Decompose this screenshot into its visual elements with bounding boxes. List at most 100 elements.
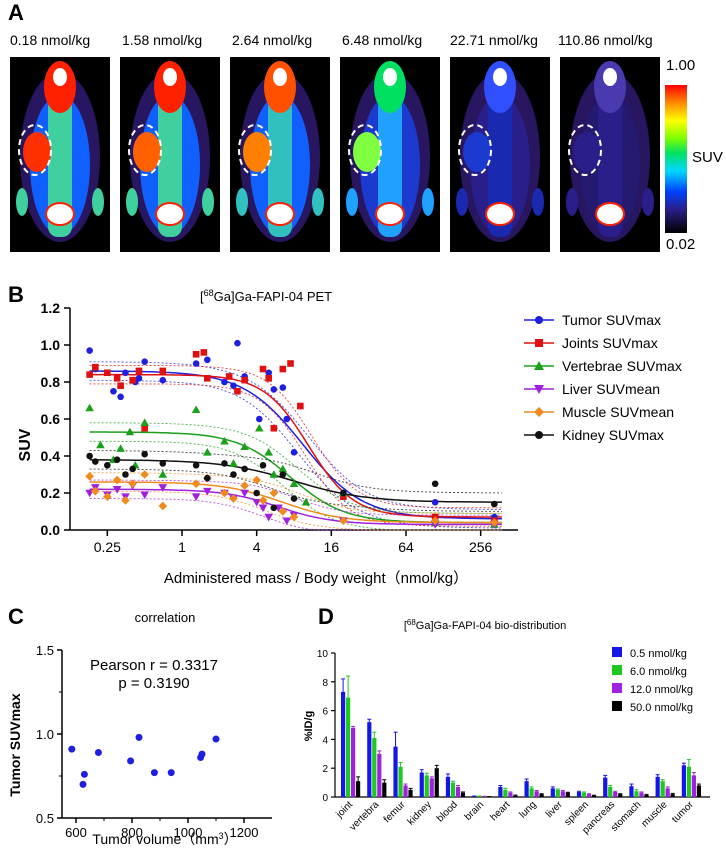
y-tick-label: 0: [322, 793, 328, 804]
data-point: [490, 518, 499, 527]
data-point: [117, 382, 124, 389]
bar: [603, 777, 608, 797]
data-point: [159, 376, 167, 384]
data-point: [229, 494, 238, 503]
head-hotspot: [383, 68, 397, 86]
bar: [665, 788, 670, 797]
confidence-band-lower: [89, 490, 502, 531]
dose-label-6: 110.86 nmol/kg: [558, 32, 653, 48]
bar: [351, 727, 356, 797]
colorbar-max: 1.00: [666, 57, 696, 74]
chart-c-title: correlation: [135, 610, 196, 625]
category-label: muscle: [640, 799, 670, 829]
data-point: [264, 513, 273, 522]
category-label: joint: [334, 799, 356, 821]
data-point: [279, 365, 287, 373]
data-point: [269, 488, 279, 498]
legend-swatch: [612, 683, 622, 693]
data-point: [491, 500, 498, 508]
tumor-uptake: [23, 132, 51, 172]
right-leg: [642, 188, 654, 216]
category-label: liver: [544, 799, 565, 820]
colorbar-min: 0.02: [666, 236, 696, 253]
bar: [629, 786, 634, 797]
data-point: [534, 407, 544, 417]
bar: [508, 792, 513, 797]
right-leg: [422, 188, 434, 216]
bar: [539, 794, 544, 797]
data-point: [289, 512, 299, 522]
data-point: [86, 347, 93, 354]
data-point: [270, 386, 278, 393]
right-leg: [202, 188, 214, 216]
pet-image-4: [340, 57, 440, 252]
legend-label: Tumor SUVmax: [562, 312, 661, 328]
pet-mouse-3: [236, 61, 324, 242]
data-point: [265, 375, 272, 382]
bar: [529, 788, 534, 797]
bar: [696, 785, 701, 797]
confidence-band-upper: [89, 422, 502, 514]
left-leg: [566, 188, 578, 216]
data-point: [297, 402, 304, 410]
bar: [377, 753, 382, 797]
data-point: [135, 367, 143, 375]
data-point: [230, 382, 237, 389]
data-point: [252, 498, 261, 507]
right-leg: [532, 188, 544, 216]
data-point: [259, 461, 267, 469]
bar: [346, 697, 351, 797]
data-point: [431, 480, 439, 488]
data-point: [91, 486, 100, 496]
bar: [503, 789, 508, 797]
legend-label: 6.0 nmol/kg: [630, 666, 687, 678]
data-point: [104, 461, 111, 469]
panel-label-b: B: [8, 282, 24, 307]
x-tick-label: 256: [469, 539, 493, 555]
bar: [691, 775, 696, 797]
head-hotspot: [53, 68, 67, 86]
bar: [455, 786, 461, 797]
pet-mouse-2: [126, 61, 214, 242]
data-point: [230, 471, 237, 478]
data-point: [192, 461, 200, 469]
y-tick-label: 8: [322, 678, 328, 689]
data-point: [204, 356, 211, 364]
data-point: [141, 424, 148, 432]
left-leg: [16, 188, 28, 216]
head-hotspot: [603, 68, 617, 86]
data-point: [270, 504, 278, 512]
bar: [513, 795, 518, 797]
data-point: [340, 493, 347, 500]
chart-b-ylabel: SUV: [17, 428, 34, 461]
category-label: lung: [517, 799, 538, 820]
confidence-band-upper: [89, 364, 502, 509]
left-leg: [236, 188, 248, 216]
correlation-chart: correlation 0.5 1.0 1.5 600 800 1000 1200 Pear…: [7, 610, 272, 847]
data-point: [234, 339, 241, 347]
bar: [450, 782, 456, 797]
bar: [655, 776, 660, 797]
data-point: [252, 475, 261, 485]
tumor-outline: [568, 124, 602, 176]
x-tick-label: 64: [398, 539, 414, 555]
data-point: [150, 769, 158, 777]
bar: [498, 786, 503, 797]
category-label: heart: [489, 799, 513, 823]
pet-body-group: [346, 61, 434, 242]
legend-label: Muscle SUVmean: [562, 404, 674, 420]
spine: [268, 97, 292, 237]
data-point: [279, 471, 287, 478]
bar: [576, 791, 582, 797]
confidence-band-lower: [89, 383, 502, 527]
data-point: [431, 498, 439, 506]
bar: [644, 794, 649, 797]
data-point: [221, 460, 228, 467]
pet-mouse-5: [456, 61, 544, 242]
data-point: [204, 474, 211, 482]
bar: [634, 791, 639, 797]
data-point: [241, 376, 248, 384]
tumor-outline: [348, 124, 382, 176]
bar: [681, 765, 686, 797]
data-point: [279, 384, 287, 391]
